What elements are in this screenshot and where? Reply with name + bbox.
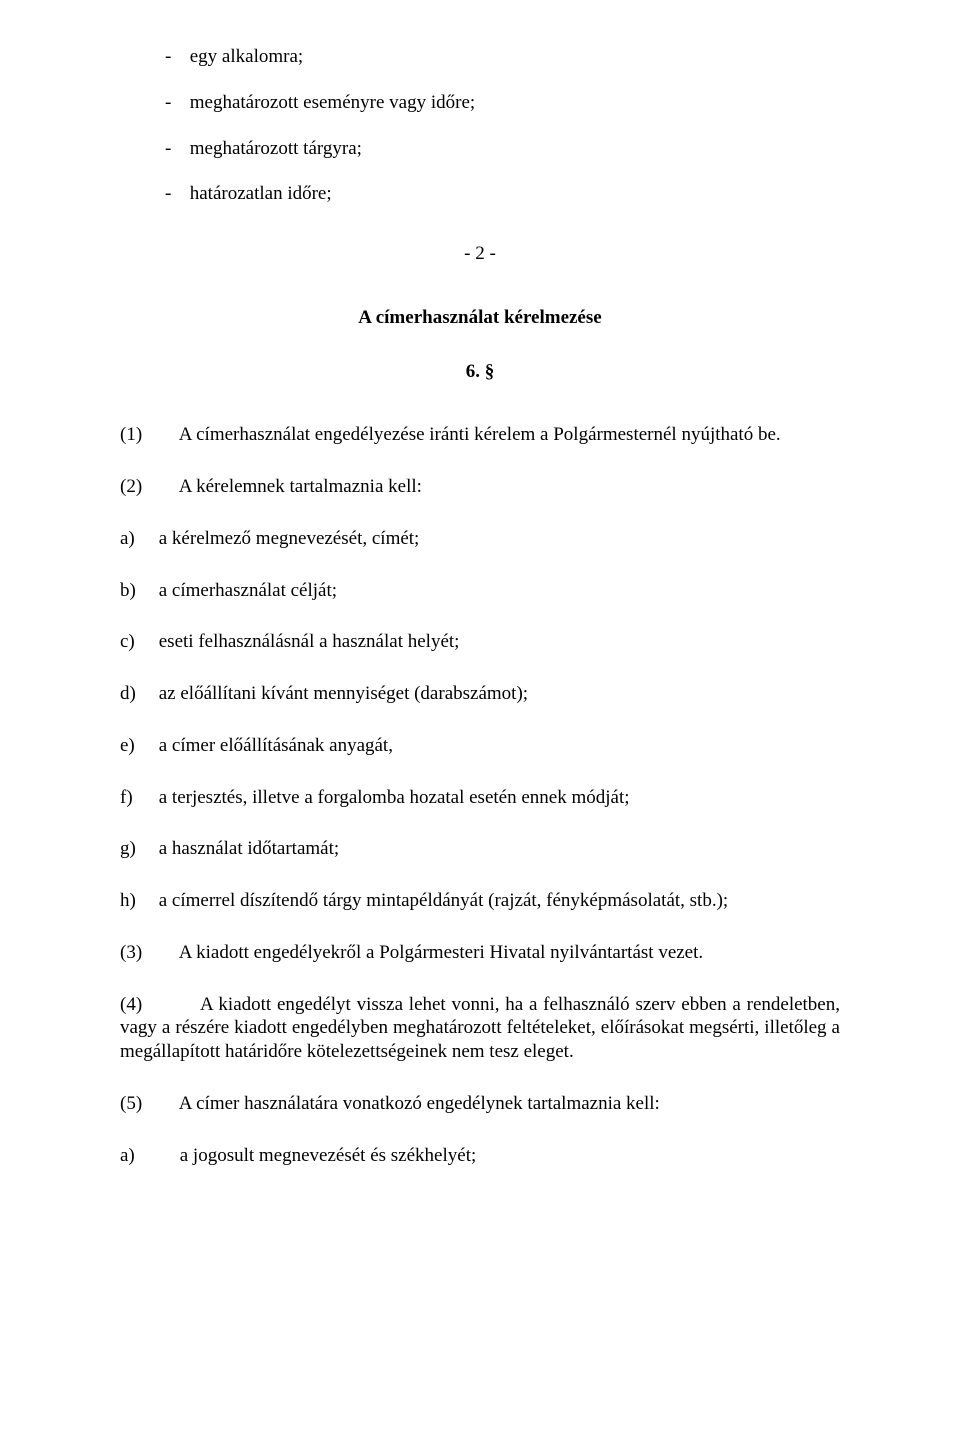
dash-marker: - (165, 182, 185, 206)
dash-item: - egy alkalomra; (165, 45, 840, 69)
para-text: A kiadott engedélyt vissza lehet vonni, … (120, 994, 840, 1063)
letter-item: d) az előállítani kívánt mennyiséget (da… (120, 682, 840, 706)
document-page: - egy alkalomra; - meghatározott esemény… (0, 0, 960, 1434)
letter-text: a jogosult megnevezését és székhelyét; (180, 1145, 477, 1166)
para-number: (1) (120, 423, 175, 447)
para-number: (4) (120, 993, 200, 1017)
numbered-paragraph-2: (2) A kérelemnek tartalmaznia kell: (120, 475, 840, 499)
dash-marker: - (165, 91, 185, 115)
section-title: A címerhasználat kérelmezése (120, 306, 840, 330)
page-number-marker: - 2 - (120, 242, 840, 266)
letter-marker: e) (120, 734, 154, 758)
dash-item: - meghatározott eseményre vagy időre; (165, 91, 840, 115)
dash-marker: - (165, 137, 185, 161)
numbered-paragraph-4: (4)A kiadott engedélyt vissza lehet vonn… (120, 993, 840, 1064)
letter-list: a) a kérelmező megnevezését, címét; b) a… (120, 527, 840, 913)
dash-text: meghatározott tárgyra; (190, 138, 362, 159)
numbered-paragraph-1: (1) A címerhasználat engedélyezése iránt… (120, 423, 840, 447)
letter-item: g) a használat időtartamát; (120, 837, 840, 861)
final-letter-item: a) a jogosult megnevezését és székhelyét… (120, 1144, 840, 1168)
dash-text: határozatlan időre; (190, 183, 332, 204)
letter-text: a címerrel díszítendő tárgy mintapéldány… (159, 890, 728, 911)
letter-text: a terjesztés, illetve a forgalomba hozat… (159, 787, 630, 808)
para-text: A kiadott engedélyekről a Polgármesteri … (179, 942, 703, 963)
dash-text: egy alkalomra; (190, 46, 303, 67)
letter-marker: a) (120, 1144, 175, 1168)
letter-item: c) eseti felhasználásnál a használat hel… (120, 630, 840, 654)
letter-text: eseti felhasználásnál a használat helyét… (159, 631, 460, 652)
letter-text: az előállítani kívánt mennyiséget (darab… (159, 683, 528, 704)
para-text: A címer használatára vonatkozó engedélyn… (179, 1093, 660, 1114)
numbered-paragraph-5: (5) A címer használatára vonatkozó enged… (120, 1092, 840, 1116)
letter-item: e) a címer előállításának anyagát, (120, 734, 840, 758)
letter-item: a) a kérelmező megnevezését, címét; (120, 527, 840, 551)
dash-list: - egy alkalomra; - meghatározott esemény… (120, 45, 840, 206)
para-number: (2) (120, 475, 175, 499)
letter-text: a használat időtartamát; (159, 838, 339, 859)
letter-item: b) a címerhasználat célját; (120, 579, 840, 603)
letter-text: a kérelmező megnevezését, címét; (159, 528, 420, 549)
dash-item: - határozatlan időre; (165, 182, 840, 206)
dash-text: meghatározott eseményre vagy időre; (190, 92, 475, 113)
letter-text: a címer előállításának anyagát, (159, 735, 393, 756)
para-text: A kérelemnek tartalmaznia kell: (179, 476, 422, 497)
para-number: (5) (120, 1092, 175, 1116)
letter-text: a címerhasználat célját; (159, 580, 337, 601)
dash-marker: - (165, 45, 185, 69)
para-text: A címerhasználat engedélyezése iránti ké… (179, 424, 781, 445)
letter-marker: d) (120, 682, 154, 706)
letter-marker: g) (120, 837, 154, 861)
section-number: 6. § (120, 360, 840, 384)
letter-marker: a) (120, 527, 154, 551)
para-number: (3) (120, 941, 175, 965)
letter-item: h) a címerrel díszítendő tárgy mintapéld… (120, 889, 840, 913)
numbered-paragraph-3: (3) A kiadott engedélyekről a Polgármest… (120, 941, 840, 965)
dash-item: - meghatározott tárgyra; (165, 137, 840, 161)
letter-item: f) a terjesztés, illetve a forgalomba ho… (120, 786, 840, 810)
letter-marker: f) (120, 786, 154, 810)
letter-marker: b) (120, 579, 154, 603)
letter-marker: h) (120, 889, 154, 913)
letter-marker: c) (120, 630, 154, 654)
